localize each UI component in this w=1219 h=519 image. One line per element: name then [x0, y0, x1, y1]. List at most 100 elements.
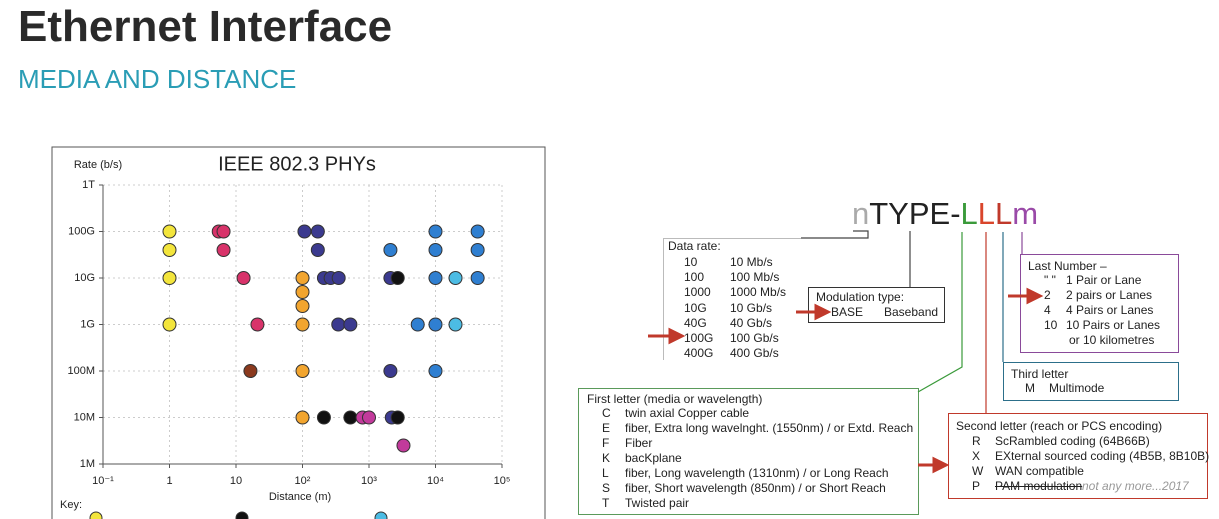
arrow-head [932, 456, 950, 474]
point [297, 224, 312, 239]
chart-frame [51, 146, 546, 519]
row-code: L [602, 466, 609, 480]
y-axis-title: Rate (b/s) [74, 159, 122, 171]
row-code: 10G [684, 300, 707, 315]
x-tick-label: 1 [166, 475, 172, 487]
point [343, 317, 358, 332]
row-code: K [602, 451, 611, 465]
x-tick-label: 10³ [361, 475, 377, 487]
row-text: Twisted pair [625, 496, 690, 510]
row-text: 1 Pair or Lane [1066, 273, 1142, 287]
point [390, 271, 405, 285]
format-part: n [852, 196, 870, 231]
point [316, 410, 331, 425]
point [295, 271, 310, 285]
point [390, 410, 405, 425]
y-tick-label: 1G [80, 318, 95, 330]
row-text: ScRambled coding (64B66B) [995, 434, 1150, 448]
format-part: L [960, 196, 978, 231]
point [236, 271, 251, 285]
row-text: Baseband [884, 305, 939, 319]
point [331, 317, 346, 332]
row-text: Multimode [1049, 381, 1105, 395]
point [295, 284, 310, 299]
y-tick-label: 100G [68, 225, 95, 237]
point [331, 271, 346, 285]
y-tick-label: 10M [74, 411, 95, 423]
row-text: 100 Gb/s [730, 331, 779, 345]
point [396, 438, 411, 453]
point [295, 410, 310, 425]
row-code: 10 [684, 255, 698, 269]
section-title: Second letter (reach or PCS encoding) [956, 419, 1163, 433]
row-text: 10 Pairs or Lanes [1066, 318, 1161, 332]
row-code: S [602, 481, 611, 495]
row-code: 1000 [684, 285, 711, 300]
third-letter-box [1003, 362, 1179, 401]
row-text: Fiber [625, 436, 653, 450]
connector [917, 232, 963, 393]
point [295, 298, 310, 313]
point [383, 243, 398, 258]
x-tick-label: 10⁻¹ [92, 475, 114, 487]
row-text: WAN compatible [995, 464, 1084, 478]
row-code: BASE [831, 305, 864, 319]
point [162, 243, 177, 258]
row-text: 10 Mb/s [730, 255, 773, 269]
row-text: bacKplane [625, 451, 682, 465]
x-tick-label: 10 [230, 475, 242, 487]
point [250, 317, 265, 332]
connectors [801, 230, 1023, 413]
connector [801, 230, 869, 239]
row-code: 10 [1044, 318, 1058, 332]
x-axis-title: Distance (m) [269, 491, 331, 503]
row-code: 4 [1044, 303, 1051, 317]
row-code: M [1025, 381, 1035, 395]
section-title: Modulation type: [816, 290, 905, 304]
format-part: m [1012, 196, 1039, 231]
format-part: L [995, 196, 1013, 231]
row-text: PAM modulation [995, 479, 1083, 493]
y-tick-label: 1M [80, 458, 95, 470]
section-title: First letter (media or wavelength) [587, 392, 763, 406]
row-text: 40 Gb/s [730, 315, 773, 330]
first-letter-box [578, 388, 919, 515]
row-text: fiber, Short wavelength (850nm) / or Sho… [625, 481, 886, 495]
last-number-box [1020, 254, 1179, 353]
chart-title: IEEE 802.3 PHYs [218, 153, 376, 175]
section-title: Last Number – [1028, 259, 1107, 273]
format-part: L [977, 196, 996, 231]
row-code: 400G [684, 346, 714, 361]
point [162, 317, 177, 332]
row-code: " " [1044, 273, 1056, 287]
row-code: 40G [684, 315, 707, 330]
x-tick-label: 10⁵ [494, 475, 511, 487]
point [295, 317, 310, 332]
row-code: F [602, 436, 610, 450]
row-code: W [972, 464, 984, 478]
red-arrows [648, 287, 1044, 474]
row-code: T [602, 496, 610, 510]
row-text: twin axial Copper cable [625, 406, 750, 420]
data-rate-box [663, 238, 801, 360]
y-tick-label: 10G [74, 272, 95, 284]
row-code: P [972, 479, 981, 493]
slide-subtitle: MEDIA AND DISTANCE [18, 64, 297, 94]
point [428, 364, 443, 378]
row-text: 10 Gb/s [730, 300, 773, 315]
row-code: 100 [684, 270, 705, 285]
point [428, 243, 443, 258]
point [470, 224, 485, 239]
y-tick-label: 100M [67, 365, 95, 377]
row-text: or 10 kilometres [1069, 333, 1155, 347]
point [470, 243, 485, 258]
section-title: Third letter [1011, 367, 1069, 381]
point [428, 271, 443, 285]
legend-swatch [89, 511, 103, 519]
point [162, 271, 177, 285]
point [470, 271, 485, 285]
y-tick-label: 1T [82, 179, 95, 191]
point [410, 317, 425, 332]
